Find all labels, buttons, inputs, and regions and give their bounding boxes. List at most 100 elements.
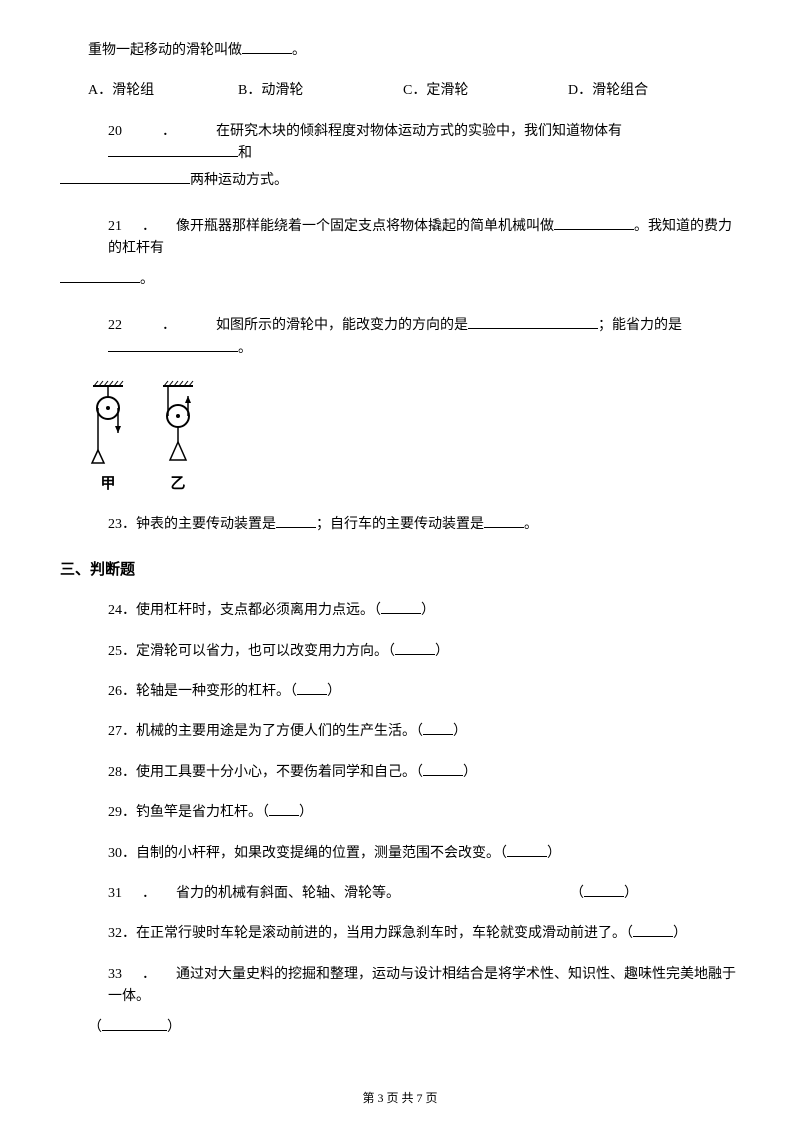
options-row: A．滑轮组 B．动滑轮 C．定滑轮 D．滑轮组合 [60, 80, 740, 102]
blank [60, 269, 140, 283]
label-yi: 乙 [170, 472, 185, 496]
blank [423, 721, 453, 735]
q31-dot: ． [142, 886, 156, 901]
intro-end: 。 [292, 43, 306, 58]
q28-e: ） [463, 765, 477, 780]
q25: 25．定滑轮可以省力，也可以改变用力方向。（ ） [60, 641, 740, 663]
fixed-pulley-icon [88, 378, 128, 468]
blank [108, 338, 238, 352]
blank [297, 681, 327, 695]
q22-num: 22 [108, 315, 122, 337]
q29-e: ） [299, 805, 313, 820]
q26-t: ．轮轴是一种变形的杠杆。（ [122, 684, 297, 699]
q32-e: ） [673, 926, 687, 941]
q25-e: ） [435, 644, 449, 659]
q20-num: 20 [108, 121, 122, 143]
q21-cont-text: 。 [140, 272, 154, 287]
q21-num: 21 [108, 216, 122, 238]
q22-t3: 。 [238, 341, 252, 356]
q33-t: 通过对大量史料的挖掘和整理，运动与设计相结合是将学术性、知识性、趣味性完美地融于… [108, 967, 736, 1004]
q20-cont-text: 两种运动方式。 [190, 173, 288, 188]
q28-t: ．使用工具要十分小心，不要伤着同学和自己。（ [122, 765, 423, 780]
blank [468, 315, 598, 329]
q22-t1: 如图所示的滑轮中，能改变力的方向的是 [216, 318, 468, 333]
q23-num: 23 [108, 517, 122, 532]
q25-t: ．定滑轮可以省力，也可以改变用力方向。（ [122, 644, 395, 659]
q23: 23．钟表的主要传动装置是；自行车的主要传动装置是。 [60, 514, 740, 536]
q33-num: 33 [108, 967, 122, 982]
q24-t: ．使用杠杆时，支点都必须离用力点远。（ [122, 603, 381, 618]
q26: 26．轮轴是一种变形的杠杆。（ ） [60, 681, 740, 703]
q20-t1: 在研究木块的倾斜程度对物体运动方式的实验中，我们知道物体有 [216, 124, 622, 139]
q26-e: ） [327, 684, 341, 699]
q30: 30．自制的小杆秤，如果改变提绳的位置，测量范围不会改变。（ ） [60, 843, 740, 865]
q33-p: （ [88, 1020, 102, 1035]
q22: 22 ． 如图所示的滑轮中，能改变力的方向的是 ；能省力的是。 [60, 315, 740, 360]
intro-text: 重物一起移动的滑轮叫做 [88, 43, 242, 58]
q20: 20．在研究木块的倾斜程度对物体运动方式的实验中，我们知道物体有和 [60, 121, 740, 166]
blank [108, 143, 238, 157]
q31-e: ） [624, 886, 638, 901]
blank [395, 641, 435, 655]
q33-e: ） [167, 1020, 181, 1035]
blank [381, 600, 421, 614]
q33-dot: ． [142, 967, 156, 982]
q25-num: 25 [108, 644, 122, 659]
q31-t: 省力的机械有斜面、轮轴、滑轮等。 [176, 886, 400, 901]
q20-dot: ． [162, 124, 176, 139]
q21-dot: ． [142, 219, 156, 234]
q29-t: ．钓鱼竿是省力杠杆。（ [122, 805, 269, 820]
q20-cont: 两种运动方式。 [60, 170, 740, 192]
q22-t2: ；能省力的是 [598, 318, 682, 333]
option-d: D．滑轮组合 [568, 80, 648, 102]
blank [584, 883, 624, 897]
pulley-jia: 甲 [88, 378, 128, 496]
blank [102, 1017, 167, 1031]
q33-cont: （） [60, 1017, 740, 1039]
q31: 31 ． 省力的机械有斜面、轮轴、滑轮等。 （ ） [60, 883, 740, 905]
q33: 33 ．通过对大量史料的挖掘和整理，运动与设计相结合是将学术性、知识性、趣味性完美… [60, 964, 740, 1009]
q21-cont: 。 [60, 269, 740, 291]
blank [554, 216, 634, 230]
q32-t: ．在正常行驶时车轮是滚动前进的，当用力踩急刹车时，车轮就变成滑动前进了。（ [122, 926, 633, 941]
q26-num: 26 [108, 684, 122, 699]
q24-num: 24 [108, 603, 122, 618]
blank [633, 923, 673, 937]
q22-dot: ． [162, 318, 176, 333]
q32-num: 32 [108, 926, 122, 941]
q30-e: ） [547, 846, 561, 861]
blank [484, 514, 524, 528]
q23-t2: ；自行车的主要传动装置是 [316, 517, 484, 532]
q27: 27．机械的主要用途是为了方便人们的生产生活。（ ） [60, 721, 740, 743]
section-3-title: 三、判断题 [60, 558, 740, 582]
q31-num: 31 [108, 886, 122, 901]
q28: 28．使用工具要十分小心，不要伤着同学和自己。（ ） [60, 762, 740, 784]
option-b: B．动滑轮 [238, 80, 403, 102]
q31-p: （ [570, 886, 584, 901]
blank [423, 762, 463, 776]
q27-t: ．机械的主要用途是为了方便人们的生产生活。（ [122, 724, 423, 739]
q23-t3: 。 [524, 517, 538, 532]
q27-e: ） [453, 724, 467, 739]
q30-t: ．自制的小杆秤，如果改变提绳的位置，测量范围不会改变。（ [122, 846, 507, 861]
q29: 29．钓鱼竿是省力杠杆。（） [60, 802, 740, 824]
blank [507, 843, 547, 857]
q30-num: 30 [108, 846, 122, 861]
intro-line: 重物一起移动的滑轮叫做 。 [60, 40, 740, 62]
option-c: C．定滑轮 [403, 80, 568, 102]
blank [276, 514, 316, 528]
label-jia: 甲 [100, 472, 115, 496]
blank [269, 802, 299, 816]
q28-num: 28 [108, 765, 122, 780]
pulley-diagram: 甲 乙 [60, 378, 740, 496]
q24-e: ） [421, 603, 435, 618]
q27-num: 27 [108, 724, 122, 739]
pulley-yi: 乙 [158, 378, 198, 496]
movable-pulley-icon [158, 378, 198, 468]
blank [242, 40, 292, 54]
q24: 24．使用杠杆时，支点都必须离用力点远。（ ） [60, 600, 740, 622]
q21: 21．像开瓶器那样能绕着一个固定支点将物体撬起的简单机械叫做。我知道的费力的杠杆… [60, 216, 740, 261]
page-footer: 第 3 页 共 7 页 [0, 1089, 800, 1108]
option-a: A．滑轮组 [88, 80, 238, 102]
q21-t1: 像开瓶器那样能绕着一个固定支点将物体撬起的简单机械叫做 [176, 219, 554, 234]
